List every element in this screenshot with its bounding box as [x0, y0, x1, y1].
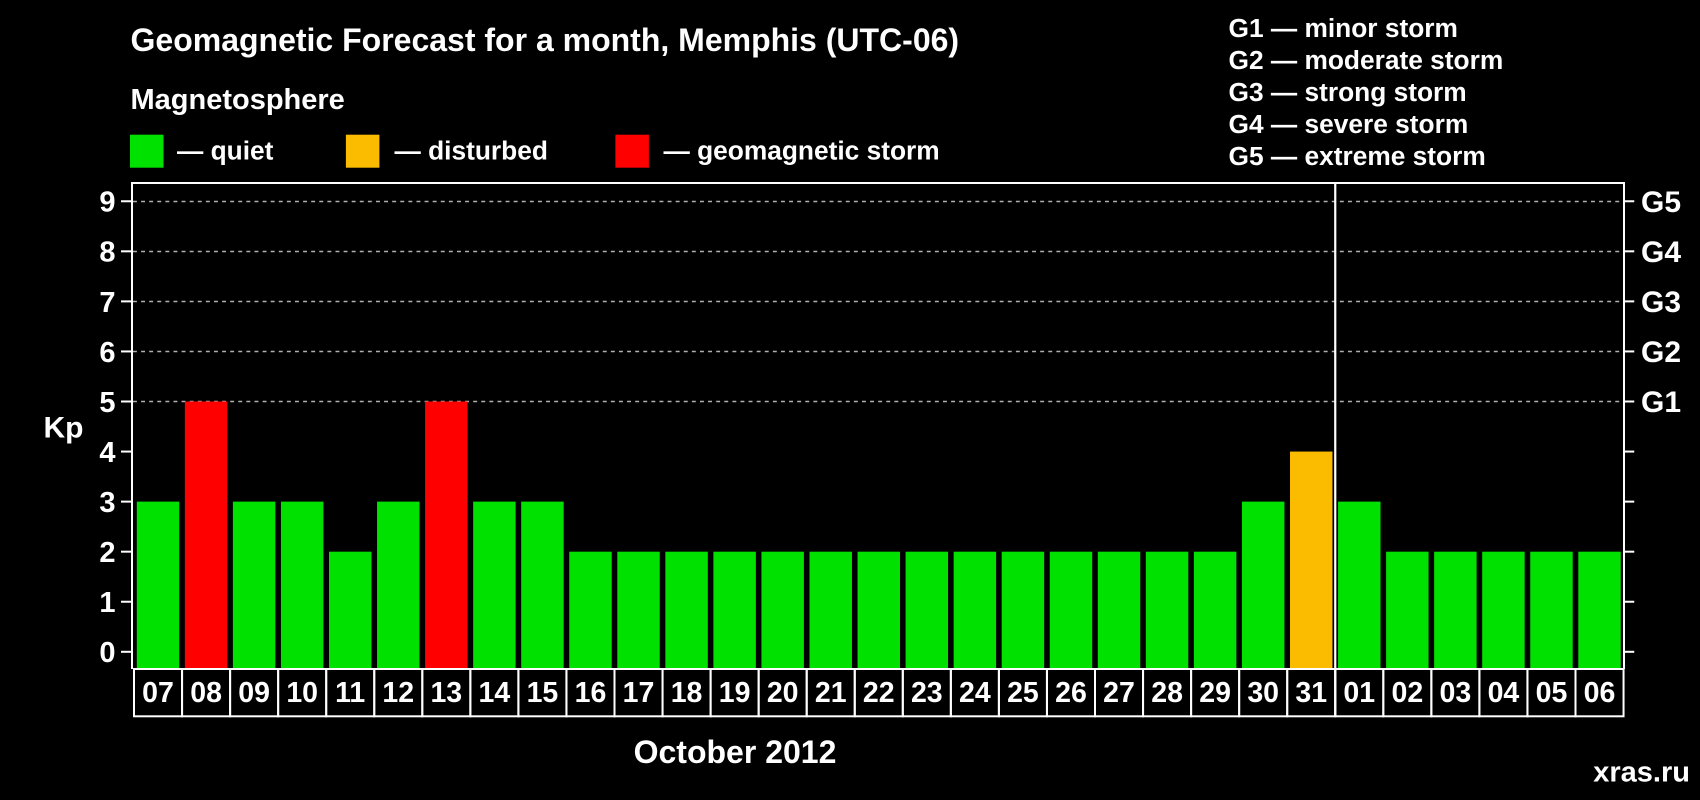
svg-text:07: 07: [142, 677, 174, 709]
svg-text:05: 05: [1536, 677, 1568, 709]
svg-text:G3 — strong storm: G3 — strong storm: [1229, 77, 1467, 107]
svg-text:4: 4: [99, 437, 115, 469]
svg-text:Kp: Kp: [44, 412, 84, 445]
svg-text:29: 29: [1199, 677, 1231, 709]
svg-text:G1: G1: [1641, 386, 1681, 419]
svg-text:09: 09: [238, 677, 270, 709]
svg-text:14: 14: [479, 677, 511, 709]
svg-text:13: 13: [430, 677, 462, 709]
svg-text:18: 18: [671, 677, 703, 709]
svg-text:— quiet: — quiet: [177, 136, 274, 166]
svg-text:21: 21: [815, 677, 847, 709]
svg-text:12: 12: [382, 677, 414, 709]
svg-text:xras.ru: xras.ru: [1593, 757, 1690, 789]
svg-text:8: 8: [99, 237, 115, 269]
svg-text:9: 9: [99, 187, 115, 219]
svg-text:06: 06: [1584, 677, 1616, 709]
svg-text:6: 6: [99, 337, 115, 369]
svg-text:— disturbed: — disturbed: [395, 136, 548, 166]
svg-text:G1 — minor storm: G1 — minor storm: [1229, 13, 1458, 43]
svg-text:24: 24: [959, 677, 991, 709]
svg-text:19: 19: [719, 677, 751, 709]
svg-text:28: 28: [1151, 677, 1183, 709]
svg-text:G4: G4: [1641, 236, 1681, 269]
svg-text:16: 16: [575, 677, 607, 709]
svg-text:0: 0: [99, 637, 115, 669]
svg-text:1: 1: [99, 587, 115, 619]
svg-text:5: 5: [99, 387, 115, 419]
svg-text:17: 17: [623, 677, 655, 709]
svg-text:11: 11: [335, 677, 365, 709]
svg-text:31: 31: [1295, 677, 1327, 709]
svg-text:Geomagnetic Forecast for a mon: Geomagnetic Forecast for a month, Memphi…: [131, 22, 960, 58]
svg-text:October 2012: October 2012: [634, 734, 837, 770]
svg-text:7: 7: [99, 287, 115, 319]
svg-text:25: 25: [1007, 677, 1039, 709]
svg-text:22: 22: [863, 677, 895, 709]
svg-text:03: 03: [1440, 677, 1472, 709]
svg-text:G2 — moderate storm: G2 — moderate storm: [1229, 45, 1504, 75]
svg-text:2: 2: [99, 537, 115, 569]
svg-text:G4 — severe storm: G4 — severe storm: [1229, 109, 1469, 139]
svg-text:G5 — extreme storm: G5 — extreme storm: [1229, 141, 1486, 171]
svg-text:08: 08: [190, 677, 222, 709]
svg-text:10: 10: [286, 677, 318, 709]
svg-text:G5: G5: [1641, 186, 1681, 219]
svg-text:Magnetosphere: Magnetosphere: [131, 84, 345, 116]
svg-text:01: 01: [1343, 677, 1375, 709]
svg-text:23: 23: [911, 677, 943, 709]
svg-text:27: 27: [1103, 677, 1135, 709]
svg-text:G2: G2: [1641, 336, 1681, 369]
svg-text:04: 04: [1488, 677, 1520, 709]
svg-text:— geomagnetic storm: — geomagnetic storm: [664, 136, 940, 166]
svg-text:30: 30: [1247, 677, 1279, 709]
svg-text:26: 26: [1055, 677, 1087, 709]
svg-text:20: 20: [767, 677, 799, 709]
svg-text:02: 02: [1391, 677, 1423, 709]
svg-text:3: 3: [99, 487, 115, 519]
svg-text:G3: G3: [1641, 286, 1681, 319]
svg-text:15: 15: [527, 677, 559, 709]
